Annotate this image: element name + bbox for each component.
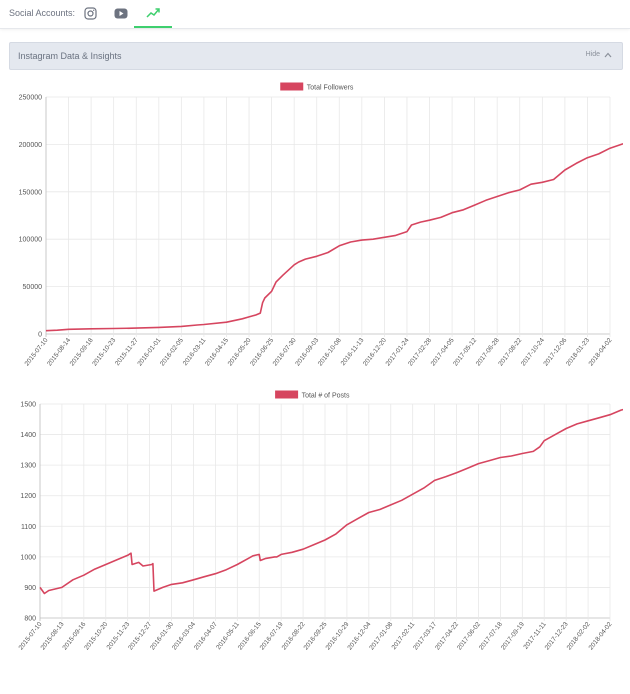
y-tick-label: 1200 <box>20 493 36 500</box>
y-tick-label: 0 <box>38 332 42 339</box>
y-tick-label: 1500 <box>20 402 36 409</box>
legend-swatch <box>275 390 299 399</box>
social-accounts-bar: Social Accounts: <box>0 0 630 29</box>
series-line <box>45 140 630 332</box>
hide-label: Hide <box>585 51 600 58</box>
y-tick-label: 150000 <box>19 189 42 196</box>
tab-instagram[interactable] <box>79 4 101 22</box>
chevron-up-icon <box>604 52 612 57</box>
insights-icon <box>146 8 160 18</box>
y-tick-label: 800 <box>24 616 36 623</box>
legend: Total # of Posts <box>275 390 350 400</box>
posts-chart: Total # of Posts 800 900 1000 1100 1200 1300 14… <box>18 390 630 651</box>
followers-chart-container: Total Followers 0 50000 100000 150000 200000 2… <box>9 78 630 378</box>
y-tick-label: 1400 <box>20 432 36 439</box>
legend-label: Total # of Posts <box>302 393 350 400</box>
y-tick-label: 100000 <box>19 237 42 244</box>
panel-title: Instagram Data & Insights <box>18 51 122 61</box>
legend-label: Total Followers <box>307 85 354 92</box>
panel-header: Instagram Data & Insights Hide <box>9 42 623 70</box>
social-accounts-label: Social Accounts: <box>9 8 76 18</box>
youtube-icon <box>114 8 128 18</box>
x-tick-label: 2018-04-02 <box>588 337 614 368</box>
y-tick-label: 50000 <box>23 284 43 291</box>
posts-chart-container: Total # of Posts 800 900 1000 1100 1200 1300 14… <box>9 386 630 689</box>
tab-insights[interactable] <box>134 4 172 28</box>
instagram-icon <box>83 6 97 20</box>
legend-swatch <box>280 82 304 91</box>
y-tick-label: 1100 <box>21 524 36 531</box>
y-tick-label: 1000 <box>20 554 36 561</box>
series-line <box>39 406 630 595</box>
y-tick-label: 900 <box>24 585 36 592</box>
followers-chart: Total Followers 0 50000 100000 150000 200000 2… <box>19 82 630 368</box>
tab-youtube[interactable] <box>110 4 132 22</box>
y-tick-label: 200000 <box>19 142 42 149</box>
legend: Total Followers <box>280 82 354 92</box>
hide-button[interactable]: Hide <box>586 51 612 58</box>
y-tick-label: 1300 <box>20 463 36 470</box>
y-tick-label: 250000 <box>19 95 42 102</box>
